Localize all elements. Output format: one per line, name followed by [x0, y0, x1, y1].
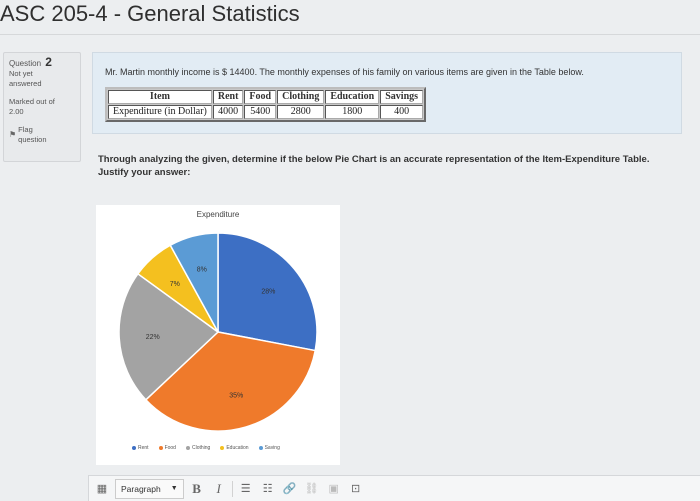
toolbar-toggle-icon[interactable]: ▦	[96, 483, 108, 495]
table-cell: 4000	[212, 105, 244, 119]
table-header-cell: Education	[325, 90, 380, 104]
marked-out-of-label: Marked out of	[9, 97, 55, 106]
question-prompt: Through analyzing the given, determine i…	[98, 154, 650, 178]
legend-label: Education	[226, 445, 249, 451]
question-info-panel: Question 2 Not yet answered Marked out o…	[3, 52, 81, 162]
course-title: ASC 205-4 - General Statistics	[0, 1, 300, 26]
pie-slice	[144, 331, 317, 432]
legend-swatch	[158, 446, 163, 450]
pie-slice-label: 7%	[170, 281, 180, 288]
chevron-down-icon: ▼	[170, 485, 178, 492]
pie-slice	[118, 272, 220, 401]
legend-swatch	[185, 446, 190, 450]
table-header-row: Item Rent Food Clothing Education Saving…	[108, 90, 424, 104]
table-cell: 2800	[277, 105, 325, 119]
table-header-cell: Clothing	[277, 90, 325, 104]
image-icon[interactable]: ▣	[328, 483, 339, 495]
table-cell: 5400	[244, 105, 277, 119]
question-text-box: Mr. Martin monthly income is $ 14400. Th…	[92, 52, 682, 134]
legend-item: Clothing	[185, 445, 211, 451]
legend-item: Saving	[258, 445, 280, 451]
question-status: Not yet answered	[9, 69, 42, 88]
title-divider	[0, 34, 700, 35]
pie-slice	[217, 232, 318, 352]
paragraph-format-label: Paragraph	[121, 483, 161, 494]
pie-chart-svg: 28% 35% 22% 7% 8%	[118, 232, 318, 432]
numbered-list-icon[interactable]: ☷	[262, 483, 273, 495]
pie-slice	[169, 232, 219, 333]
table-header-cell: Item	[108, 90, 212, 104]
italic-button[interactable]: I	[216, 480, 221, 496]
bold-button[interactable]: B	[192, 480, 201, 496]
paragraph-format-select[interactable]: Paragraph ▼	[115, 478, 184, 499]
pie-slice-label: 35%	[229, 393, 243, 400]
media-icon[interactable]: ⊡	[351, 483, 361, 495]
expenditure-table: Item Rent Food Clothing Education Saving…	[105, 87, 427, 122]
chart-title: Expenditure	[196, 210, 240, 219]
table-cell: 400	[380, 105, 424, 119]
legend-item: Food	[158, 445, 176, 451]
answer-editor-toolbar: ▦ Paragraph ▼ B I ☰ ☷ 🔗 ⛓ ▣ ⊡	[88, 475, 700, 501]
question-text: Mr. Martin monthly income is $ 14400. Th…	[105, 67, 584, 77]
legend-swatch	[132, 446, 136, 450]
table-header-cell: Savings	[380, 90, 424, 104]
table-header-cell: Food	[244, 90, 277, 104]
question-number: 2	[45, 55, 52, 69]
legend-label: Clothing	[191, 445, 211, 451]
legend-label: Rent	[138, 445, 149, 451]
legend-swatch	[220, 446, 225, 450]
pie-slice-label: 28%	[261, 288, 275, 295]
unlink-icon[interactable]: ⛓	[304, 483, 319, 495]
table-row: Expenditure (in Dollar) 4000 5400 2800 1…	[108, 105, 424, 119]
table-cell: 1800	[325, 105, 380, 119]
toolbar-divider	[231, 480, 233, 497]
legend-item: Rent	[132, 445, 149, 451]
bullet-list-icon[interactable]: ☰	[240, 483, 251, 495]
pie-chart: 28% 35% 22% 7% 8% Expenditure Rent Food Clot…	[96, 205, 340, 465]
pie-slice-label: 8%	[197, 267, 207, 274]
legend-swatch	[258, 446, 263, 450]
flag-question-link[interactable]: ⚑ Flag question	[9, 125, 75, 145]
link-icon[interactable]: 🔗	[282, 483, 297, 495]
legend-item: Education	[220, 445, 249, 451]
table-cell: Expenditure (in Dollar)	[108, 105, 212, 119]
legend-label: Food	[164, 445, 176, 451]
pie-slice-label: 22%	[146, 334, 160, 341]
flag-icon: ⚑	[9, 130, 17, 139]
question-label: Question	[9, 59, 42, 68]
chart-legend: Rent Food Clothing Education Saving	[132, 445, 280, 451]
table-header-cell: Rent	[212, 90, 244, 104]
flag-question-label: Flag question	[18, 125, 47, 144]
marked-out-of-value: 2.00	[9, 107, 24, 116]
legend-label: Saving	[264, 445, 280, 451]
